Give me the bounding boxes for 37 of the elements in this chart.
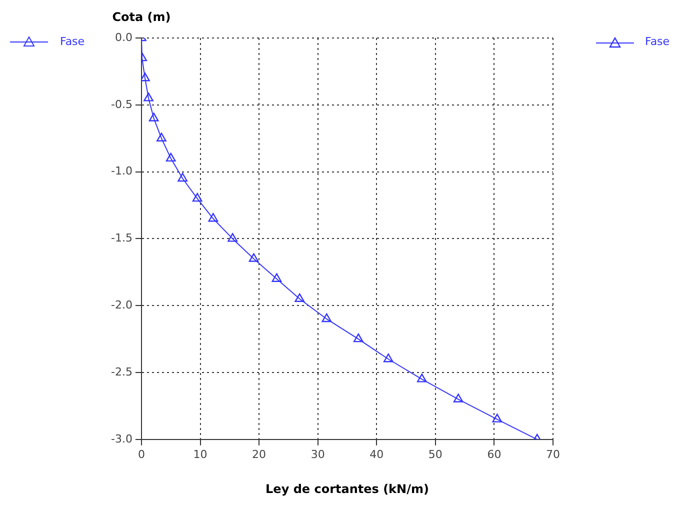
point [294,293,305,302]
y-tick-label: -2.0 [110,298,132,312]
x-tick-label: 10 [193,448,208,461]
point [148,112,159,122]
point [144,92,154,102]
x-tick-label: 30 [310,448,325,461]
point [272,273,282,282]
point [492,414,502,422]
point [166,152,176,162]
text: Fase [645,35,670,48]
point [248,253,259,262]
point [416,374,427,382]
x-tick-label: 60 [487,448,502,461]
x-tick-label: 0 [138,448,145,461]
point [156,132,166,142]
y-tick-label: 0.0 [114,30,132,44]
point [208,213,218,222]
y-tick-label: -3.0 [110,432,132,446]
point [192,192,202,202]
point [178,172,188,182]
point [383,354,394,362]
point [141,72,150,82]
x-tick-label: 70 [546,448,560,461]
y-tick-label: -1.5 [110,232,132,245]
x-tick-label: 20 [252,448,266,461]
legend-label: Fase [60,34,85,48]
y-tick-label: -2.5 [110,365,132,378]
point [353,333,364,342]
x-axis-title: Ley de cortantes (kN/m) [266,482,429,496]
y-tick-label: -1.0 [110,164,132,178]
point [322,313,332,322]
y-axis-title: Cota (m) [112,10,171,24]
x-tick-label: 40 [370,448,384,461]
point [228,233,238,242]
y-tick-label: -0.5 [110,98,132,111]
x-tick-label: 50 [428,448,442,461]
point [453,394,464,402]
